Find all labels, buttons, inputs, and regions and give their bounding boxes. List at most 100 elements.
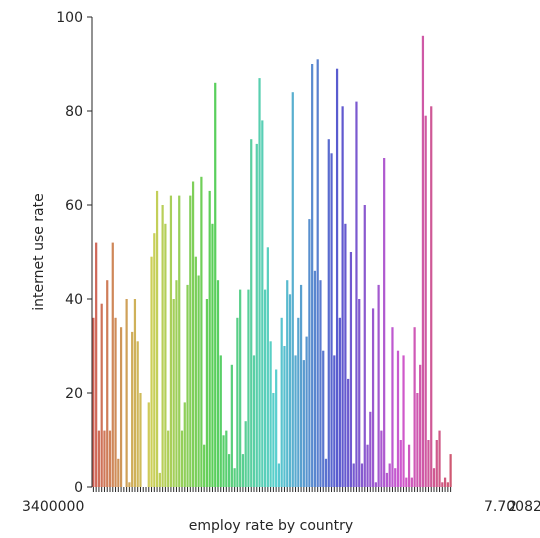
bar bbox=[133, 299, 137, 487]
bar bbox=[258, 78, 261, 487]
bar bbox=[119, 327, 123, 487]
bar bbox=[172, 299, 175, 487]
bar bbox=[385, 472, 389, 487]
bar bbox=[394, 468, 397, 487]
bar bbox=[446, 482, 449, 487]
bar bbox=[214, 82, 217, 488]
bar bbox=[180, 430, 184, 487]
bar bbox=[352, 463, 355, 487]
bar bbox=[333, 355, 336, 487]
bar bbox=[164, 223, 167, 488]
bar bbox=[413, 327, 416, 487]
bar bbox=[424, 115, 427, 487]
bar bbox=[95, 242, 98, 487]
bar bbox=[358, 299, 361, 487]
bar bbox=[421, 35, 425, 488]
bar bbox=[153, 233, 156, 487]
bar bbox=[449, 454, 452, 487]
bar bbox=[391, 327, 394, 487]
bar bbox=[374, 482, 377, 487]
bar bbox=[147, 402, 150, 487]
x-tick-label-left: 3400000 bbox=[22, 499, 84, 515]
bar bbox=[324, 458, 328, 487]
bar bbox=[410, 477, 413, 487]
bar bbox=[272, 393, 275, 487]
bar bbox=[291, 92, 294, 487]
bar bbox=[427, 440, 430, 487]
bar bbox=[405, 477, 408, 487]
bar bbox=[355, 101, 358, 487]
bar bbox=[136, 341, 139, 487]
y-tick-label: 20 bbox=[65, 386, 83, 402]
bar bbox=[128, 482, 131, 487]
y-tick-label: 100 bbox=[56, 10, 83, 26]
bar bbox=[371, 308, 375, 487]
bar bbox=[283, 346, 286, 487]
y-axis-title: internet use rate bbox=[31, 193, 47, 310]
bar bbox=[341, 106, 344, 488]
bar bbox=[316, 59, 319, 488]
bar bbox=[103, 430, 106, 487]
bar bbox=[227, 454, 231, 487]
bar bbox=[155, 190, 159, 487]
bar bbox=[108, 430, 112, 487]
bar bbox=[247, 289, 250, 487]
bar bbox=[261, 120, 264, 488]
bar bbox=[432, 468, 436, 487]
bar bbox=[347, 378, 350, 487]
bar bbox=[363, 205, 366, 487]
bar bbox=[416, 393, 419, 487]
bar bbox=[183, 402, 186, 487]
bar bbox=[255, 143, 258, 487]
bar bbox=[117, 458, 120, 487]
bar bbox=[158, 472, 161, 487]
bar bbox=[161, 205, 164, 487]
bar bbox=[349, 252, 353, 487]
y-tick-label: 60 bbox=[65, 198, 83, 214]
x-tick-marks bbox=[92, 487, 452, 492]
bar bbox=[211, 223, 214, 488]
bar bbox=[175, 280, 178, 487]
bar bbox=[441, 482, 444, 487]
bar bbox=[263, 289, 267, 487]
bar bbox=[407, 444, 411, 487]
bar bbox=[327, 139, 330, 487]
bar bbox=[275, 369, 278, 487]
bar bbox=[269, 341, 272, 487]
bar bbox=[100, 303, 103, 487]
bar bbox=[383, 158, 386, 487]
bar bbox=[280, 317, 283, 487]
x-axis-title: employ rate by country bbox=[189, 518, 353, 534]
bar bbox=[377, 284, 380, 487]
bar bbox=[139, 393, 142, 487]
bar bbox=[335, 68, 339, 487]
bar bbox=[308, 219, 311, 487]
bar bbox=[294, 355, 297, 487]
bar bbox=[311, 64, 314, 487]
bar bbox=[250, 139, 253, 487]
bar bbox=[236, 317, 239, 487]
bar bbox=[302, 360, 305, 487]
bar bbox=[189, 195, 192, 487]
bar bbox=[125, 299, 128, 487]
bar bbox=[200, 176, 203, 488]
bar bbox=[150, 256, 153, 487]
bar bbox=[369, 411, 372, 487]
bar bbox=[419, 364, 422, 487]
bar bbox=[396, 350, 400, 487]
bar bbox=[313, 270, 317, 487]
bar bbox=[233, 468, 236, 487]
bar bbox=[443, 477, 447, 487]
bar bbox=[92, 317, 95, 487]
bar bbox=[435, 440, 438, 487]
bar bbox=[288, 294, 292, 487]
bar bbox=[178, 195, 181, 487]
bar bbox=[388, 463, 391, 487]
bar bbox=[203, 444, 206, 487]
bar bbox=[319, 280, 322, 487]
bar bbox=[186, 284, 189, 487]
bar bbox=[266, 247, 269, 487]
bar bbox=[225, 430, 228, 487]
bar bbox=[305, 336, 308, 487]
bar bbox=[241, 454, 245, 487]
